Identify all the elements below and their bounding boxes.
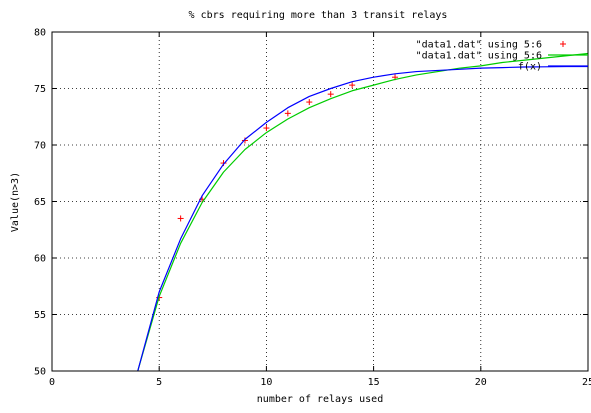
y-tick-label: 60 bbox=[34, 254, 46, 265]
data-point bbox=[327, 91, 334, 98]
y-tick-label: 65 bbox=[34, 197, 46, 208]
data-point bbox=[284, 110, 291, 117]
series-line bbox=[137, 65, 588, 371]
data-point bbox=[177, 215, 184, 222]
x-tick-label: 0 bbox=[49, 377, 55, 388]
x-axis-label: number of relays used bbox=[257, 394, 383, 405]
series-0 bbox=[156, 74, 399, 301]
legend-label: "data1.dat" using 5:6 bbox=[416, 51, 542, 62]
x-tick-label: 10 bbox=[260, 377, 272, 388]
x-tick-label: 15 bbox=[368, 377, 380, 388]
chart-title: % cbrs requiring more than 3 transit rel… bbox=[189, 10, 448, 21]
y-tick-label: 70 bbox=[34, 141, 46, 152]
y-tick-label: 75 bbox=[34, 84, 46, 95]
data-point bbox=[263, 125, 270, 132]
x-axis-ticks: 0 5 10 15 20 25 bbox=[49, 32, 591, 388]
y-tick-label: 50 bbox=[34, 367, 46, 378]
data-point bbox=[349, 82, 356, 89]
y-axis-label: Value(n>3) bbox=[10, 172, 21, 232]
y-tick-label: 80 bbox=[34, 28, 46, 39]
y-tick-label: 55 bbox=[34, 310, 46, 321]
legend: "data1.dat" using 5:6"data1.dat" using 5… bbox=[416, 40, 588, 73]
legend-label: "data1.dat" using 5:6 bbox=[416, 40, 542, 51]
plot-frame bbox=[51, 31, 589, 372]
x-tick-label: 5 bbox=[156, 377, 162, 388]
y-axis-ticks: 50 55 60 65 70 75 80 bbox=[34, 28, 588, 378]
series-line bbox=[137, 52, 588, 371]
legend-marker bbox=[560, 41, 566, 47]
x-tick-label: 25 bbox=[582, 377, 591, 388]
data-point bbox=[306, 99, 313, 106]
data-point bbox=[241, 137, 248, 144]
legend-label: f(x) bbox=[518, 62, 542, 73]
series-layer bbox=[137, 52, 588, 371]
grid bbox=[52, 32, 588, 371]
x-tick-label: 20 bbox=[475, 377, 487, 388]
series-2 bbox=[137, 65, 588, 371]
series-1 bbox=[137, 52, 588, 371]
